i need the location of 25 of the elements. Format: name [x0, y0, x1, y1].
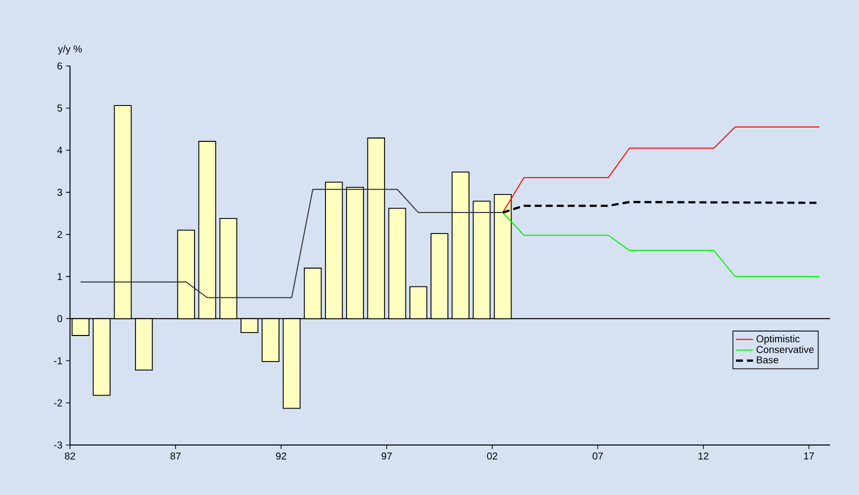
x-tick-label: 92: [276, 452, 286, 460]
y-tick-label: 3: [57, 188, 62, 196]
legend-label: Conservative: [756, 346, 814, 354]
y-tick-label: 4: [57, 146, 62, 154]
legend-label: Optimistic: [756, 335, 800, 344]
x-tick-label: 17: [804, 452, 814, 460]
y-tick-label: -3: [54, 441, 62, 449]
line-series: [80, 188, 504, 298]
x-tick-label: 82: [64, 452, 76, 460]
line-series: [502, 126, 820, 214]
y-tick-label: 2: [57, 230, 62, 238]
y-tick-label: 1: [58, 273, 62, 280]
y-tick-label: 0: [57, 315, 62, 322]
x-tick-label: 87: [170, 452, 181, 460]
y-tick-label: 6: [57, 62, 62, 70]
legend-label: Base: [756, 356, 778, 364]
y-axis-title: y/y %: [58, 45, 82, 54]
y-tick-label: 5: [57, 104, 62, 112]
x-tick-label: 12: [698, 452, 708, 460]
x-tick-label: 02: [487, 452, 498, 460]
y-tick-label: -2: [54, 399, 62, 406]
x-tick-label: 07: [592, 452, 603, 460]
line-series: [502, 212, 820, 278]
y-tick-label: -1: [54, 357, 62, 364]
x-tick-label: 97: [382, 452, 392, 460]
